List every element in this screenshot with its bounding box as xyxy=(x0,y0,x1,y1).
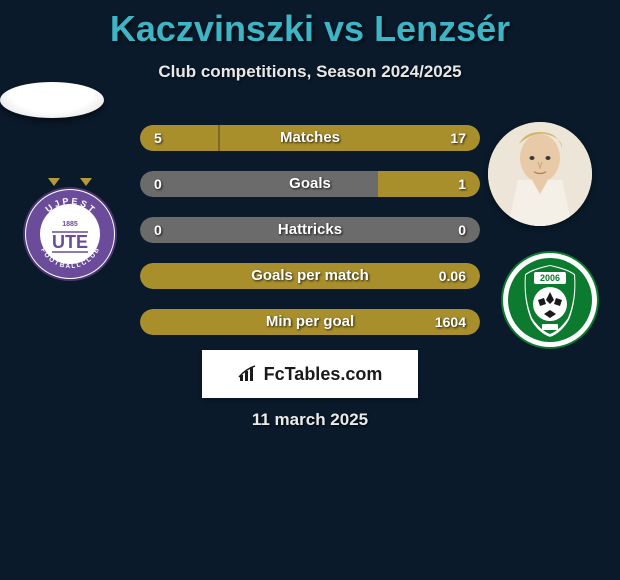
stat-value-left: 0 xyxy=(154,217,162,243)
stat-value-left: 0 xyxy=(154,171,162,197)
stat-value-right: 1 xyxy=(458,171,466,197)
stat-label: Matches xyxy=(140,125,480,151)
subtitle: Club competitions, Season 2024/2025 xyxy=(0,62,620,82)
svg-text:2006: 2006 xyxy=(540,273,560,283)
club-crest-right: 2006 xyxy=(500,250,600,350)
stat-value-left: 5 xyxy=(154,125,162,151)
watermark-text: FcTables.com xyxy=(264,364,383,385)
player1-avatar xyxy=(0,82,104,118)
stat-row: Min per goal1604 xyxy=(140,309,480,335)
stat-label: Hattricks xyxy=(140,217,480,243)
comparison-title: Kaczvinszki vs Lenzsér xyxy=(0,0,620,50)
stat-value-right: 0.06 xyxy=(439,263,466,289)
date-text: 11 march 2025 xyxy=(0,410,620,430)
stat-value-right: 17 xyxy=(450,125,466,151)
stat-row: Goals per match0.06 xyxy=(140,263,480,289)
stat-label: Goals per match xyxy=(140,263,480,289)
player2-name: Lenzsér xyxy=(374,8,510,49)
stat-row: Hattricks0 0 xyxy=(140,217,480,243)
player2-avatar xyxy=(488,122,592,226)
vs-text: vs xyxy=(324,8,364,49)
stat-row: Goals0 1 xyxy=(140,171,480,197)
stat-label: Min per goal xyxy=(140,309,480,335)
player1-name: Kaczvinszki xyxy=(110,8,314,49)
watermark: FcTables.com xyxy=(202,350,418,398)
stat-row: Matches5 17 xyxy=(140,125,480,151)
stats-block: Matches517Goals01Hattricks00Goals per ma… xyxy=(140,125,480,355)
club-crest-left: U J P E S T F O O T B A L L C L U B 1885… xyxy=(18,178,122,282)
stat-value-right: 0 xyxy=(458,217,466,243)
svg-text:UTE: UTE xyxy=(52,232,88,252)
stat-value-right: 1604 xyxy=(435,309,466,335)
svg-text:1885: 1885 xyxy=(62,221,78,228)
stat-label: Goals xyxy=(140,171,480,197)
